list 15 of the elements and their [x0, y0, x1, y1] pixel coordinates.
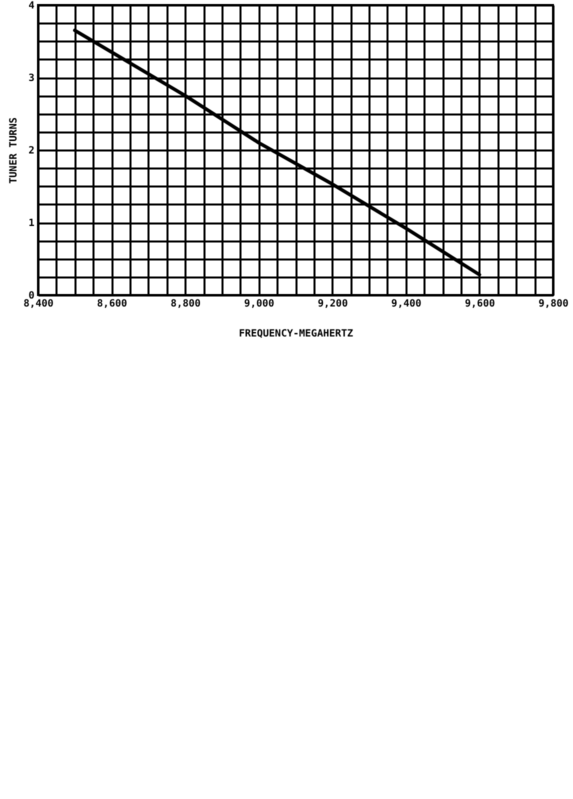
x-tick-label: 9,800 [538, 298, 569, 310]
y-tick-label: 4 [28, 0, 34, 12]
x-tick-label: 8,800 [170, 298, 201, 310]
y-tick-label: 0 [28, 290, 34, 302]
x-tick-label: 8,600 [97, 298, 128, 310]
y-axis-title: TUNER TURNS [8, 117, 20, 184]
x-axis-title: FREQUENCY-MEGAHERTZ [238, 328, 354, 340]
x-tick-label: 9,400 [391, 298, 422, 310]
y-tick-label: 1 [28, 218, 34, 229]
x-tick-label: 9,000 [244, 298, 274, 310]
x-tick-label: 9,600 [464, 298, 495, 310]
x-tick-label: 8,400 [23, 298, 54, 310]
x-tick-label: 9,200 [318, 298, 348, 310]
y-tick-label: 3 [28, 73, 34, 84]
y-tick-label: 2 [28, 146, 34, 156]
